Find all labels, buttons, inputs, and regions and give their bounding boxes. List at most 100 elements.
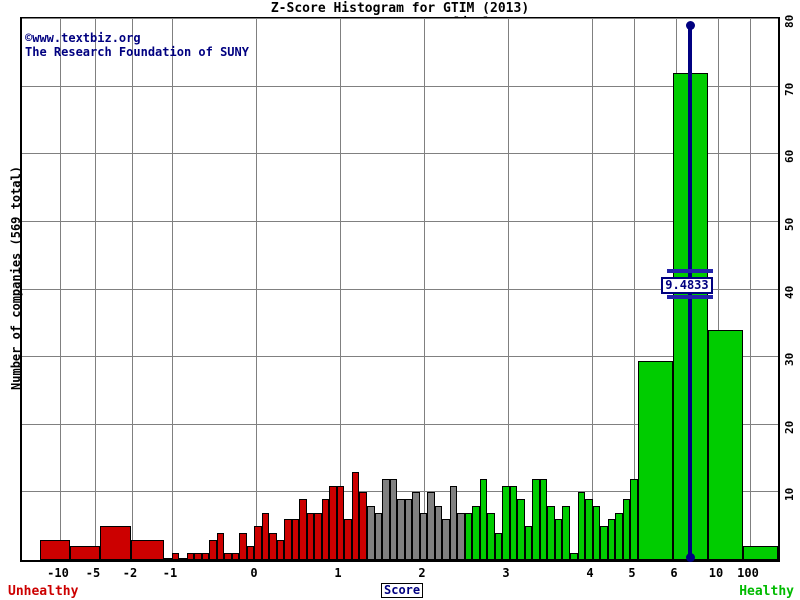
y-tick-50: 50: [783, 217, 796, 231]
histogram-bar: [562, 505, 570, 560]
histogram-bar: [239, 532, 247, 560]
gridline-v-2: [424, 19, 425, 560]
histogram-bar: [291, 519, 300, 560]
histogram-bar: [494, 532, 503, 560]
histogram-bar: [457, 512, 465, 560]
gridline-v-10: [718, 19, 719, 560]
histogram-bar: [412, 492, 420, 560]
x-tick-2: 2: [418, 566, 426, 580]
x-tick-0: 0: [250, 566, 258, 580]
histogram-bar: [569, 553, 578, 560]
histogram-bar: [224, 553, 232, 560]
histogram-bar: [254, 526, 262, 560]
x-tick--5: -5: [85, 566, 101, 580]
gridline-h-80: [22, 18, 778, 19]
histogram-bar: [246, 546, 255, 560]
gridline-v-5: [634, 19, 635, 560]
x-tick--1: -1: [162, 566, 178, 580]
histogram-bar: [209, 539, 217, 560]
histogram-bar: [419, 512, 428, 560]
gridline-v--5: [95, 19, 96, 560]
histogram-bar: [404, 499, 413, 560]
gridline-v--10: [60, 19, 61, 560]
histogram-bar: [554, 519, 563, 560]
y-tick-20: 20: [783, 420, 796, 434]
histogram-bar: [171, 553, 180, 560]
histogram-bar: [427, 492, 435, 560]
histogram-bar: [607, 519, 616, 560]
grid-lines: [22, 18, 778, 560]
gridline-v--1: [172, 19, 173, 560]
x-tick--2: -2: [122, 566, 138, 580]
histogram-bar: [359, 492, 367, 560]
gridline-h-50: [22, 220, 778, 222]
histogram-bar: [449, 485, 458, 560]
y-tick-30: 30: [783, 352, 796, 367]
histogram-bar: [672, 73, 708, 560]
histogram-bar: [464, 512, 473, 560]
histogram-bar: [637, 360, 673, 560]
histogram-bar: [164, 558, 172, 560]
gridline-h-10: [22, 491, 778, 493]
x-tick-1: 1: [334, 566, 342, 580]
x-tick-10: 10: [708, 566, 724, 580]
histogram-bar: [284, 519, 292, 560]
gridline-v--2: [132, 19, 133, 560]
histogram-bar: [70, 546, 100, 560]
histogram-bar: [367, 505, 375, 560]
histogram-bar: [216, 532, 225, 560]
histogram-bar: [577, 492, 586, 560]
x-axis-title: Score: [381, 583, 424, 598]
histogram-bar: [472, 505, 480, 560]
histogram-bar: [201, 553, 210, 560]
histogram-bar: [630, 478, 638, 560]
histogram-bar: [517, 499, 525, 560]
x-tick-3: 3: [502, 566, 510, 580]
gridline-h-40: [22, 288, 778, 290]
histogram-bar: [40, 539, 71, 560]
x-tick-100: 100: [737, 566, 759, 580]
histogram-bar: [130, 539, 164, 560]
histogram-bar: [336, 485, 345, 560]
histogram-bar: [509, 485, 518, 560]
histogram-bar: [742, 546, 778, 560]
histogram-bar: [502, 485, 510, 560]
histogram-bar: [707, 330, 743, 560]
histogram-bar: [314, 512, 322, 560]
histogram-bar: [299, 499, 307, 560]
histogram-bars: [22, 19, 778, 560]
histogram-bar: [179, 558, 187, 560]
credit-website: ©www.textbiz.org: [25, 31, 141, 45]
histogram-bar: [434, 505, 443, 560]
histogram-bar: [231, 553, 240, 560]
x-tick-5: 5: [628, 566, 636, 580]
gridline-v-3: [508, 19, 509, 560]
y-tick-10: 10: [783, 488, 796, 502]
credit-organization: The Research Foundation of SUNY: [25, 45, 249, 59]
histogram-bar: [479, 478, 488, 560]
histogram-bar: [524, 526, 533, 560]
y-tick-60: 60: [783, 150, 796, 164]
histogram-bar: [539, 478, 548, 560]
histogram-bar: [397, 499, 405, 560]
x-tick-4: 4: [586, 566, 594, 580]
x-tick-6: 6: [670, 566, 678, 580]
histogram-bar: [547, 505, 555, 560]
histogram-bar: [615, 512, 623, 560]
histogram-bar: [622, 499, 631, 560]
gridline-h-60: [22, 153, 778, 155]
histogram-bar: [382, 478, 390, 560]
histogram-bar: [592, 505, 601, 560]
gridline-h-20: [22, 423, 778, 425]
histogram-bar: [261, 512, 270, 560]
y-axis-label: Number of companies (569 total): [9, 166, 23, 390]
histogram-bar: [600, 526, 608, 560]
y-tick-80: 80: [783, 14, 796, 28]
gridline-v-100: [750, 19, 751, 560]
histogram-bar: [442, 519, 450, 560]
histogram-bar: [487, 512, 495, 560]
histogram-bar: [276, 539, 285, 560]
healthy-label: Healthy: [739, 584, 794, 599]
gridline-v-4: [592, 19, 593, 560]
gridline-v-1: [340, 19, 341, 560]
